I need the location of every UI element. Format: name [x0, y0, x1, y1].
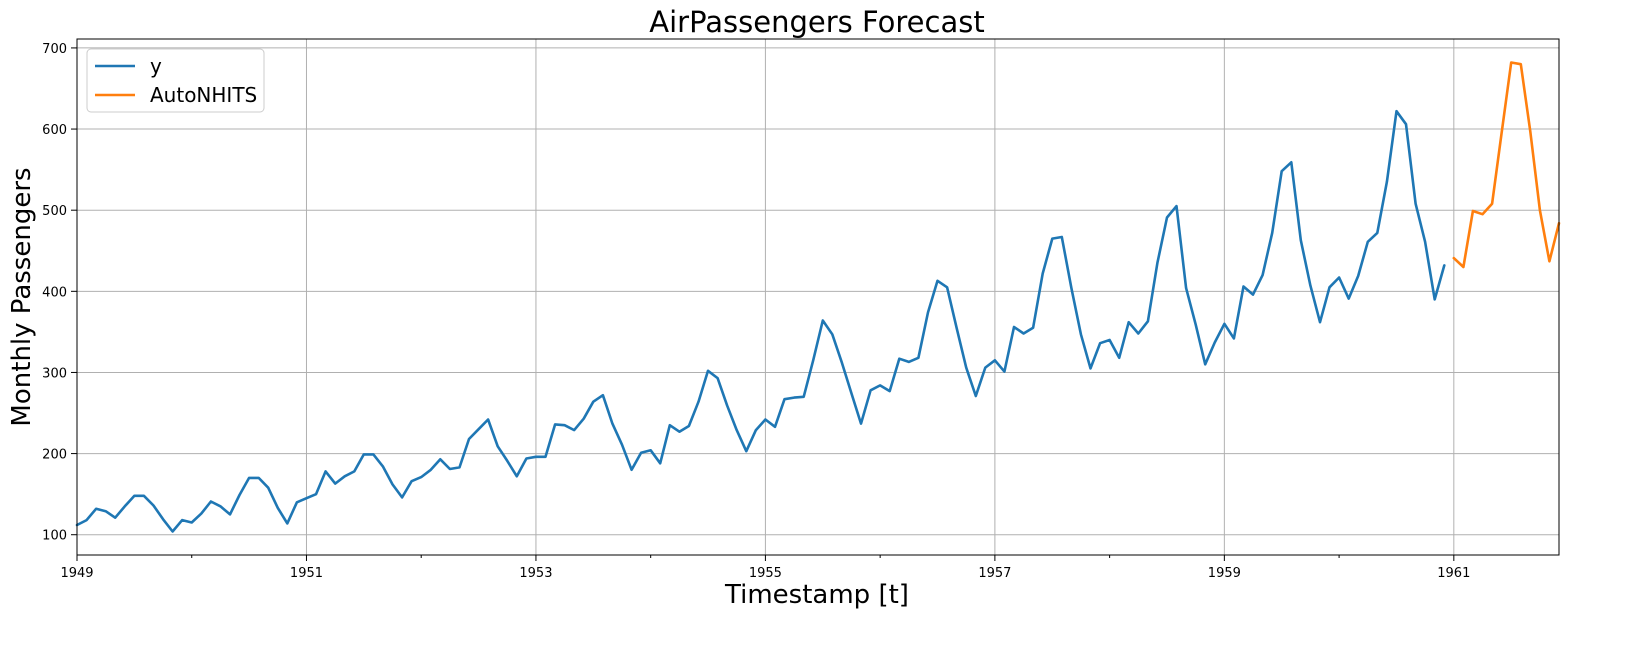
y-tick-label: 400 [42, 285, 67, 300]
series-line-autonhits [1452, 61, 1561, 269]
y-tick-label: 300 [42, 366, 67, 381]
grid-lines [76, 39, 1559, 555]
x-tick-label: 1961 [1437, 566, 1470, 581]
series-lines [75, 61, 1561, 533]
legend: y AutoNHITS [86, 48, 265, 113]
x-axis: 1949 1951 1953 1955 1957 1959 1961 [60, 555, 1470, 581]
y-tick-label: 500 [42, 204, 67, 219]
y-axis-label: Monthly Passengers [7, 167, 37, 426]
x-tick-label: 1955 [749, 566, 782, 581]
plot-frame [76, 38, 1560, 556]
legend-label-autonhits: AutoNHITS [150, 83, 257, 107]
x-axis-label: Timestamp [t] [724, 580, 909, 610]
x-tick-label: 1951 [290, 566, 323, 581]
chart-title: AirPassengers Forecast [649, 5, 984, 39]
y-tick-label: 100 [42, 529, 67, 544]
x-tick-label: 1953 [519, 566, 552, 581]
x-tick-label: 1949 [60, 566, 93, 581]
y-tick-label: 600 [42, 123, 67, 138]
series-line-y [75, 109, 1446, 533]
x-tick-label: 1957 [978, 566, 1011, 581]
y-tick-label: 700 [42, 42, 67, 57]
x-tick-label: 1959 [1208, 566, 1241, 581]
legend-label-y: y [150, 54, 162, 78]
y-tick-label: 200 [42, 448, 67, 463]
y-axis: 100 200 300 400 500 600 700 [42, 42, 77, 544]
